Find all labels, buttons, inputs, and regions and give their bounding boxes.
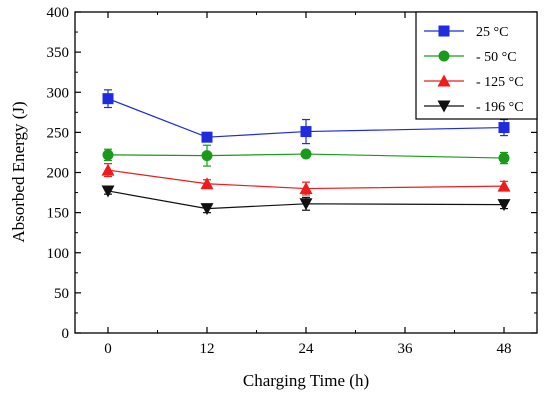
legend-label: 25 °C [476, 25, 508, 40]
data-point [498, 122, 510, 134]
legend-marker [438, 25, 450, 37]
data-point [102, 149, 114, 161]
y-tick-label: 400 [47, 5, 70, 21]
x-tick-label: 36 [398, 341, 414, 357]
series-line [107, 153, 505, 159]
data-point [200, 203, 214, 216]
data-point [497, 179, 511, 192]
y-tick-label: 0 [62, 326, 70, 342]
series-line [107, 169, 505, 190]
series-2 [101, 163, 511, 196]
data-point [102, 93, 114, 105]
series-group [101, 89, 511, 216]
y-tick-label: 50 [54, 286, 69, 302]
legend-label: - 125 °C [476, 75, 524, 90]
x-tick-label: 0 [104, 341, 112, 357]
x-axis-title: Charging Time (h) [243, 371, 369, 390]
data-point [497, 199, 511, 212]
data-point [101, 163, 115, 176]
y-tick-label: 250 [47, 125, 70, 141]
x-tick-label: 12 [200, 341, 215, 357]
data-point [101, 185, 115, 198]
legend-marker [438, 50, 450, 62]
series-1 [102, 144, 510, 167]
series-3 [101, 185, 511, 216]
data-point [300, 126, 312, 138]
data-point [201, 131, 213, 143]
data-point [300, 148, 312, 160]
data-point [200, 177, 214, 190]
y-tick-label: 300 [47, 85, 70, 101]
y-tick-label: 100 [47, 246, 70, 262]
axis-ticks [75, 11, 537, 334]
data-point [299, 198, 313, 211]
legend-box [415, 11, 538, 120]
legend-label: - 50 °C [476, 50, 517, 65]
data-point [498, 152, 510, 164]
y-axis-title: Absorbed Energy (J) [9, 101, 28, 242]
legend-label: - 196 °C [476, 100, 524, 115]
legend-marker [437, 74, 451, 87]
x-tick-label: 24 [299, 341, 315, 357]
data-point [201, 150, 213, 162]
series-0 [102, 89, 510, 145]
data-point [299, 182, 313, 195]
y-tick-label: 200 [47, 166, 70, 182]
tick-labels: 0 12 24 36 48 0 50 100 150 200 250 300 350 400 [47, 5, 512, 357]
series-line [107, 190, 505, 210]
series-line [107, 98, 505, 138]
x-tick-label: 48 [497, 341, 512, 357]
y-tick-label: 350 [47, 45, 70, 61]
y-tick-label: 150 [47, 206, 70, 222]
legend-marker [437, 100, 451, 113]
legend: 25 °C - 50 °C - 125 °C - 196 °C [415, 11, 538, 120]
